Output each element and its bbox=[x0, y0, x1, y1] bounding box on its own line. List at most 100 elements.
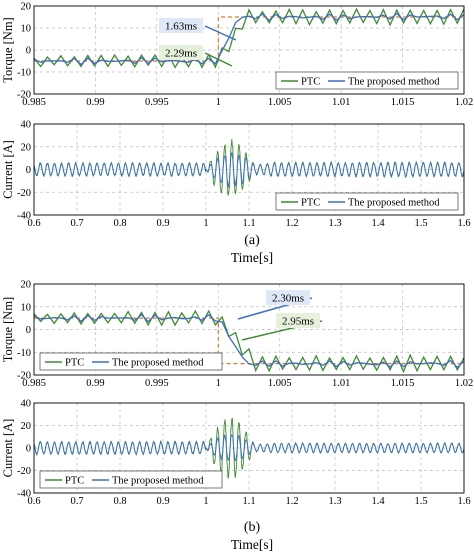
annotation-arrow bbox=[204, 52, 233, 67]
plot-b-current: 0.6 0.7 0.8 0.9 1 1.1 1.2 1.3 1.4 1.5 1.6 -40 -20 0 20… bbox=[1, 399, 471, 508]
annotation-box bbox=[266, 290, 310, 305]
x-tick-label: 0.9 bbox=[156, 218, 169, 229]
plot-a-current: 0.6 0.7 0.8 0.9 1 1.1 1.2 1.3 1.4 1.5 1.6 -40 -20 0 20… bbox=[1, 120, 471, 230]
y-tick-label: 10 bbox=[21, 302, 32, 313]
x-tick-label: 1.3 bbox=[328, 496, 341, 507]
annotation-2-29ms: 2.29ms bbox=[159, 45, 233, 67]
x-tick-label: 1.015 bbox=[391, 378, 415, 389]
y-tick-label: 0 bbox=[26, 46, 31, 57]
panel-label-a: (a) bbox=[244, 233, 260, 248]
x-tick-label: 0.6 bbox=[27, 496, 40, 507]
y-tick-label: -10 bbox=[17, 348, 31, 359]
annotation-arrow bbox=[204, 25, 237, 41]
y-tick-label: 20 bbox=[21, 2, 32, 13]
plot-frame bbox=[33, 283, 465, 376]
y-tick-label: -40 bbox=[17, 211, 31, 222]
x-tick-label: 1.6 bbox=[457, 496, 470, 507]
plot-frame bbox=[33, 402, 465, 494]
legend-label-ptc: PTC bbox=[301, 198, 320, 209]
annotation-label: 1.63ms bbox=[165, 21, 197, 33]
series-proposed-line bbox=[34, 313, 464, 369]
panel-label-b: (b) bbox=[244, 520, 261, 535]
x-tick-label: 0.99 bbox=[86, 97, 104, 108]
x-axis-label-b: Time[s] bbox=[231, 537, 273, 552]
y-axis-label: Torque [Nm] bbox=[1, 17, 15, 82]
x-tick-label: 1.02 bbox=[455, 97, 473, 108]
y-tick-label: 40 bbox=[21, 399, 32, 410]
y-tick-label: 0 bbox=[26, 325, 31, 336]
y-tick-label: -20 bbox=[17, 371, 31, 382]
y-tick-label: 40 bbox=[21, 120, 32, 131]
x-tick-label: 1.5 bbox=[414, 218, 427, 229]
legend-label-proposed: The proposed method bbox=[112, 358, 204, 369]
y-axis-label: Torque [Nm] bbox=[1, 297, 15, 362]
x-tick-label: 0.6 bbox=[27, 218, 40, 229]
x-tick-label: 1 bbox=[203, 218, 208, 229]
x-tick-label: 1.3 bbox=[328, 218, 341, 229]
y-tick-label: -10 bbox=[17, 68, 31, 79]
y-tick-label: -20 bbox=[17, 90, 31, 101]
series-proposed-line bbox=[34, 433, 464, 462]
legend-label-proposed: The proposed method bbox=[348, 77, 440, 88]
y-tick-label: -40 bbox=[17, 489, 31, 500]
y-tick-label: 0 bbox=[26, 444, 31, 455]
x-tick-label: 1.1 bbox=[242, 496, 255, 507]
x-tick-label: 1.02 bbox=[455, 378, 473, 389]
x-tick-label: 1.2 bbox=[285, 496, 298, 507]
series-proposed-line bbox=[34, 12, 464, 66]
series-ptc-line bbox=[34, 7, 464, 69]
x-tick-label: 1 bbox=[216, 97, 221, 108]
y-tick-label: -20 bbox=[17, 188, 31, 199]
plot-b-torque: 0.985 0.99 0.995 1 1.005 1.01 1.015 1.02 -20 -10 0… bbox=[1, 280, 473, 390]
x-tick-label: 1 bbox=[216, 378, 221, 389]
annotation-box bbox=[159, 45, 203, 60]
x-tick-label: 0.995 bbox=[145, 378, 169, 389]
annotation-2-30ms: 2.30ms bbox=[237, 290, 313, 320]
annotation-1-63ms: 1.63ms bbox=[159, 18, 237, 41]
x-tick-label: 0.9 bbox=[156, 496, 169, 507]
x-tick-label: 1.4 bbox=[371, 496, 385, 507]
y-tick-label: 20 bbox=[21, 421, 32, 432]
annotation-label: 2.29ms bbox=[165, 48, 197, 60]
legend-label-proposed: The proposed method bbox=[348, 198, 440, 209]
x-tick-label: 0.99 bbox=[86, 378, 104, 389]
x-tick-label: 0.8 bbox=[113, 496, 126, 507]
x-tick-label: 1.005 bbox=[268, 378, 292, 389]
annotation-label: 2.95ms bbox=[282, 316, 314, 328]
x-tick-label: 1.6 bbox=[457, 218, 470, 229]
reference-line bbox=[34, 16, 464, 62]
x-tick-label: 1.005 bbox=[268, 97, 292, 108]
legend: PTC The proposed method bbox=[39, 470, 223, 489]
legend: PTC The proposed method bbox=[275, 192, 459, 211]
plot-a-torque: 0.985 0.99 0.995 1 1.005 1.01 1.015 1.02 -20 -10 0… bbox=[1, 2, 473, 109]
x-tick-label: 1.4 bbox=[371, 218, 385, 229]
x-tick-label: 0.7 bbox=[70, 218, 83, 229]
x-tick-label: 0.985 bbox=[22, 378, 46, 389]
x-tick-label: 0.995 bbox=[145, 97, 169, 108]
x-tick-label: 0.7 bbox=[70, 496, 83, 507]
x-tick-label: 0.8 bbox=[113, 218, 126, 229]
y-axis-label: Current [A] bbox=[1, 419, 15, 478]
x-tick-label: 1.5 bbox=[414, 496, 427, 507]
x-tick-label: 1.015 bbox=[391, 97, 415, 108]
legend: PTC The proposed method bbox=[275, 71, 459, 90]
annotation-box bbox=[276, 313, 320, 328]
legend-label-proposed: The proposed method bbox=[112, 476, 204, 487]
legend-label-ptc: PTC bbox=[301, 77, 320, 88]
x-tick-label: 0.985 bbox=[22, 97, 46, 108]
x-tick-label: 1.01 bbox=[332, 97, 350, 108]
annotation-2-95ms: 2.95ms bbox=[241, 313, 323, 341]
annotation-box bbox=[159, 18, 203, 33]
x-tick-label: 1.1 bbox=[242, 218, 255, 229]
x-tick-label: 1.01 bbox=[332, 378, 350, 389]
legend-label-ptc: PTC bbox=[65, 476, 84, 487]
y-tick-label: 20 bbox=[21, 280, 32, 291]
x-tick-label: 1 bbox=[203, 496, 208, 507]
legend-label-ptc: PTC bbox=[65, 358, 84, 369]
y-tick-label: 0 bbox=[26, 165, 31, 176]
y-axis-label: Current [A] bbox=[1, 140, 15, 199]
legend: PTC The proposed method bbox=[39, 352, 223, 371]
x-tick-label: 1.2 bbox=[285, 218, 298, 229]
plot-frame bbox=[33, 123, 465, 216]
